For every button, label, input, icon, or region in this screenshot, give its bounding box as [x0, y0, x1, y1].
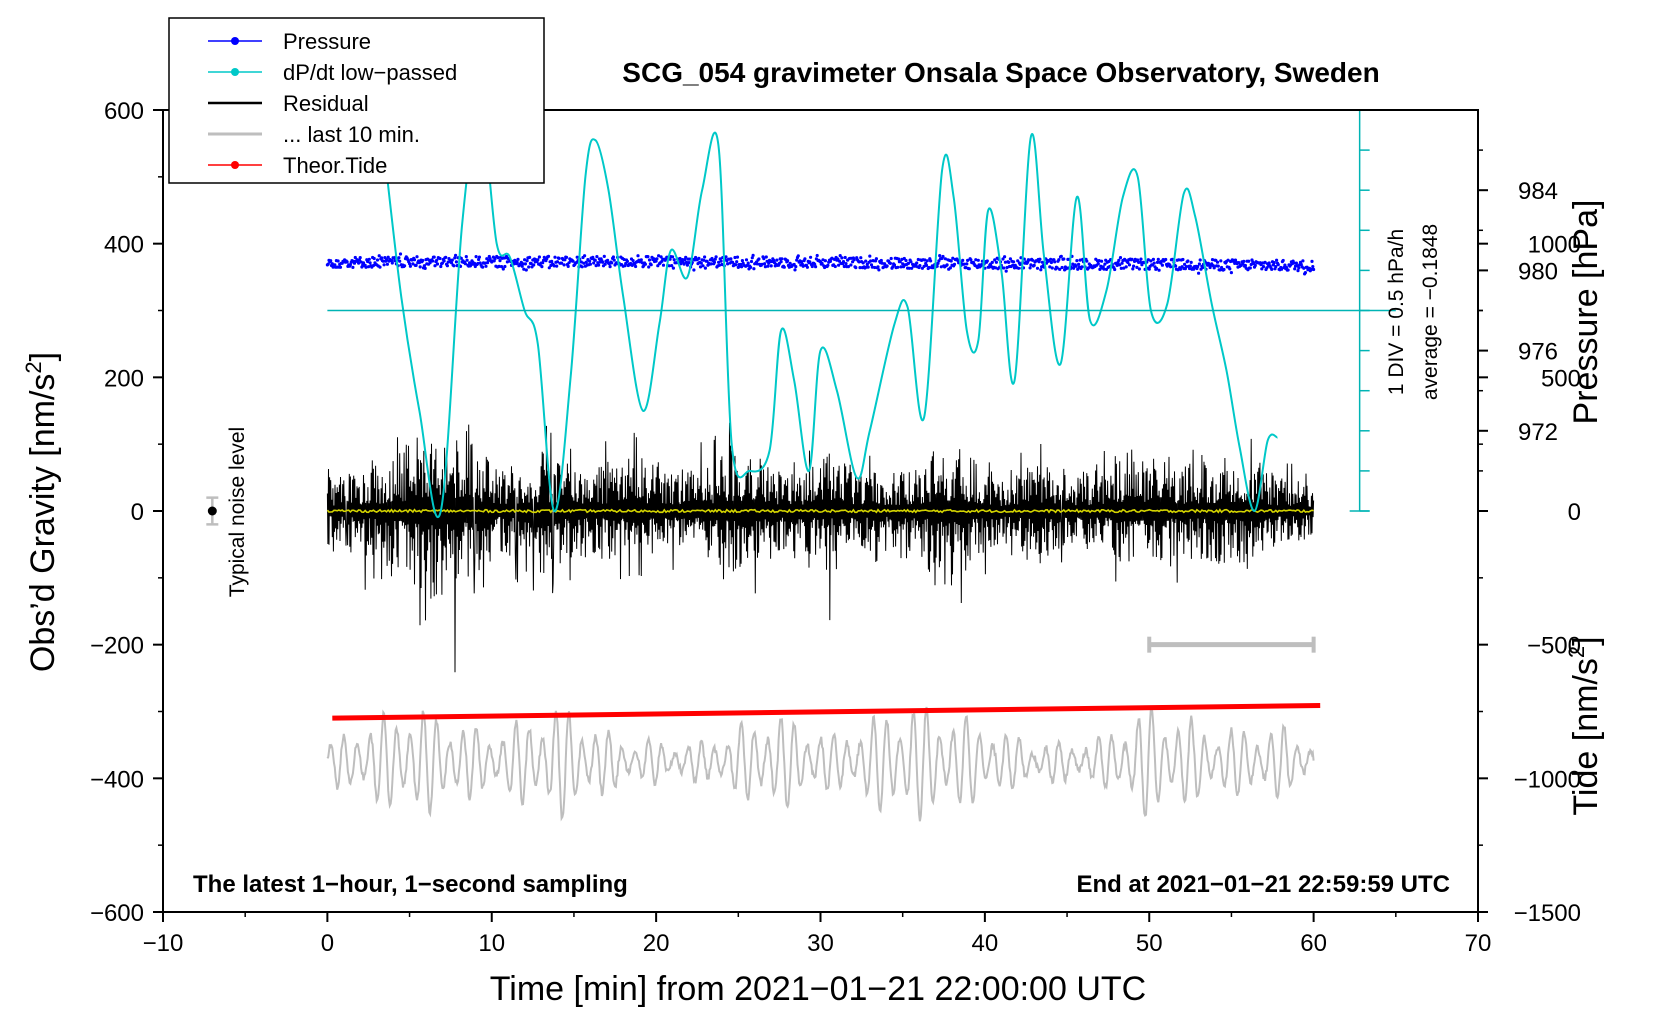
dpdt-series-line — [383, 110, 1278, 519]
legend-entries: Pressure dP/dt low−passed Residual ... last… — [208, 29, 457, 178]
pressure-axis-title: Pressure [hPa] — [1567, 200, 1605, 425]
legend-entry: Theor.Tide — [208, 153, 387, 178]
tide-tick-label: −500 — [1527, 633, 1581, 660]
x-tick-label: 60 — [1300, 930, 1327, 957]
y-left-title-end: ] — [24, 352, 62, 361]
tide-axis-title: Tide [nm/s2] — [1564, 636, 1605, 815]
pressure-tick-label: 980 — [1518, 258, 1558, 285]
tide-tick-label: −1000 — [1514, 766, 1581, 793]
x-tick-label: 30 — [807, 930, 834, 957]
x-tick-label: 20 — [643, 930, 670, 957]
residual-series-line — [326, 422, 1315, 673]
x-axis-title: Time [min] from 2021−01−21 22:00:00 UTC — [490, 970, 1146, 1008]
legend-entry: Residual — [208, 91, 369, 116]
y-left-tick-label: −400 — [90, 766, 144, 793]
legend-box — [168, 17, 545, 184]
y-left-tick-label: 600 — [104, 98, 144, 125]
mean-series-line — [326, 508, 1314, 514]
noise-level-label: Typical noise level — [226, 427, 249, 597]
legend-label: ... last 10 min. — [283, 122, 420, 147]
pressure-series-dots — [325, 252, 1316, 276]
x-tick-label: −10 — [143, 930, 184, 957]
y-left-tick-label: 400 — [104, 232, 144, 259]
legend-swatch-marker — [231, 37, 239, 45]
tide-tick-label: −1500 — [1514, 900, 1581, 927]
theor-tide-series-line — [332, 702, 1321, 721]
legend-entry: ... last 10 min. — [208, 122, 420, 147]
x-tick-label: 10 — [478, 930, 505, 957]
legend-label: dP/dt low−passed — [283, 60, 457, 85]
tide-tick-label: 0 — [1568, 499, 1581, 526]
tide-title-base: Tide [nm/s — [1567, 658, 1605, 815]
y-left-tick-label: 0 — [131, 499, 144, 526]
tide-title-end: ] — [1567, 636, 1605, 645]
annotation-bottom-left: The latest 1−hour, 1−second sampling — [193, 871, 628, 898]
last-10-min-bar — [1147, 636, 1316, 653]
pressure-series — [325, 252, 1316, 276]
axes-layer: −10 0 10 20 30 40 50 60 70 −600 −400 −200 0 200 400 600… — [90, 98, 1581, 957]
legend-swatch-marker — [231, 161, 239, 169]
pressure-tick-label: 972 — [1518, 419, 1558, 446]
legend-label: Residual — [283, 91, 369, 116]
x-tick-label: 40 — [972, 930, 999, 957]
y-left-tick-label: 200 — [104, 365, 144, 392]
legend-label: Pressure — [283, 29, 371, 54]
tide-title-sup: 2 — [1564, 646, 1589, 658]
pressure-tick-label: 976 — [1518, 339, 1558, 366]
series-layer — [206, 109, 1396, 822]
chart-title: SCG_054 gravimeter Onsala Space Observat… — [622, 57, 1379, 88]
pressure-average-label: average = −0.1848 — [1419, 224, 1442, 400]
pressure-tick-label: 984 — [1518, 178, 1558, 205]
tide-tick-label: 500 — [1541, 365, 1581, 392]
last-10-min-series-line — [326, 705, 1315, 822]
noise-level-marker — [206, 496, 219, 526]
legend-entry: dP/dt low−passed — [208, 60, 457, 85]
legend: Pressure dP/dt low−passed Residual ... last… — [168, 17, 545, 184]
dpdt-division-label: 1 DIV = 0.5 hPa/h — [1385, 229, 1408, 395]
y-left-tick-label: −200 — [90, 633, 144, 660]
y-left-tick-label: −600 — [90, 900, 144, 927]
annotation-bottom-right: End at 2021−01−21 22:59:59 UTC — [1076, 871, 1450, 898]
tide-tick-label: 1000 — [1528, 232, 1581, 259]
y-left-title-sup: 2 — [21, 361, 46, 373]
x-tick-label: 0 — [321, 930, 334, 957]
noise-level-point — [207, 506, 217, 516]
x-tick-label: 70 — [1465, 930, 1492, 957]
dpdt-scale — [1349, 109, 1370, 512]
y-left-axis-title: Obs’d Gravity [nm/s2] — [21, 352, 62, 672]
y-left-title-base: Obs’d Gravity [nm/s — [24, 374, 62, 673]
legend-label: Theor.Tide — [283, 153, 387, 178]
x-tick-label: 50 — [1136, 930, 1163, 957]
legend-swatch-marker — [231, 68, 239, 76]
legend-entry: Pressure — [208, 29, 371, 54]
